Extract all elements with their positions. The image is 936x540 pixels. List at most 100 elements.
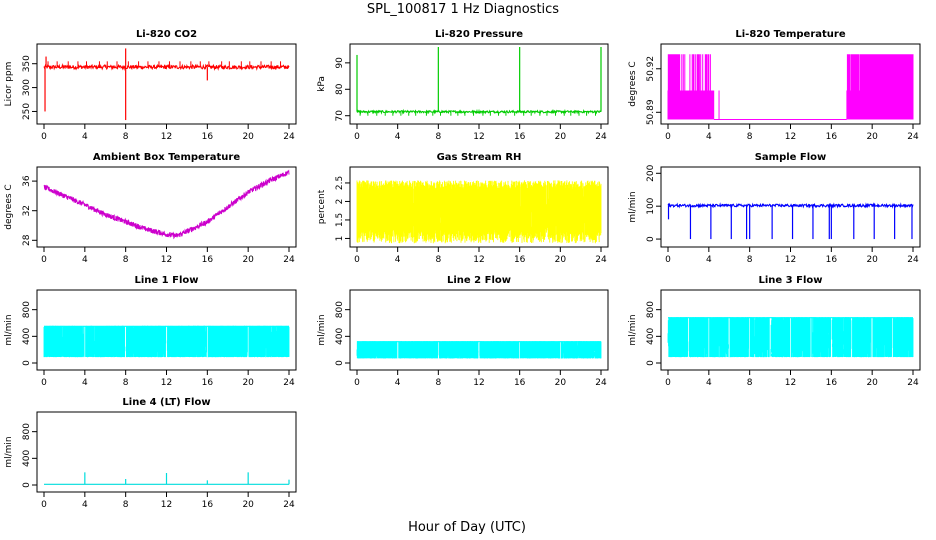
chart-title: Line 4 (LT) Flow	[122, 397, 210, 408]
x-tick-label: 16	[514, 132, 526, 142]
y-axis-label: ml/min	[628, 314, 638, 345]
x-tick-label: 4	[706, 255, 712, 265]
chart-title: Ambient Box Temperature	[93, 152, 240, 163]
x-tick-label: 0	[354, 255, 360, 265]
x-tick-label: 16	[202, 132, 214, 142]
figure-xlabel: Hour of Day (UTC)	[408, 520, 526, 535]
chart-panels: Li-820 CO2 0 4 8 12 16 20 24 250 300 350 Licor ppm L…	[4, 29, 921, 510]
y-tick-label: 32	[22, 205, 32, 216]
x-tick-label: 0	[41, 378, 47, 388]
x-tick-label: 0	[665, 255, 671, 265]
x-tick-label: 8	[435, 255, 441, 265]
chart-panel: Li-820 Temperature 0 4 8 12 16 20 24 50.89 50.92 d…	[628, 29, 921, 142]
chart-panel: Gas Stream RH 0 4 8 12 16 20 24 1 1.5 2 2.5 percent	[317, 152, 609, 265]
x-tick-label: 16	[826, 378, 838, 388]
chart-panel: Sample Flow 0 4 8 12 16 20 24 0 100 200 ml/min	[628, 152, 921, 265]
series-line	[356, 108, 602, 115]
y-tick-label: 250	[22, 103, 32, 120]
x-tick-label: 4	[82, 378, 88, 388]
y-tick-label: 50.92	[646, 56, 656, 82]
chart-panel: Line 4 (LT) Flow 0 4 8 12 16 20 24 0 400 800 ml/min	[4, 397, 297, 510]
y-tick-label: 350	[22, 55, 32, 72]
x-tick-label: 24	[595, 255, 607, 265]
y-tick-label: 0	[22, 482, 32, 488]
plot-frame	[36, 43, 297, 125]
x-tick-label: 12	[473, 132, 484, 142]
x-tick-label: 24	[283, 378, 295, 388]
x-tick-label: 16	[514, 378, 526, 388]
x-tick-label: 20	[242, 500, 254, 510]
x-tick-label: 4	[395, 132, 401, 142]
data-layer	[356, 341, 602, 359]
y-tick-label: 28	[22, 234, 32, 246]
y-tick-label: 400	[22, 327, 32, 344]
y-axis-label: ml/min	[4, 436, 14, 467]
x-tick-label: 16	[202, 378, 214, 388]
y-tick-label: 400	[335, 327, 345, 344]
x-tick-label: 12	[473, 378, 484, 388]
series-band	[356, 341, 602, 359]
series-band	[356, 180, 602, 244]
x-tick-label: 0	[41, 500, 47, 510]
data-layer	[667, 317, 914, 358]
y-tick-label: 1.5	[335, 213, 345, 227]
data-layer	[667, 202, 914, 240]
y-axis-label: ml/min	[317, 314, 327, 345]
chart-title: Li-820 CO2	[136, 29, 197, 40]
x-tick-label: 24	[595, 132, 607, 142]
chart-title: Li-820 Temperature	[735, 29, 845, 40]
x-tick-label: 4	[395, 378, 401, 388]
y-axis-label: Licor ppm	[4, 62, 14, 107]
x-tick-label: 12	[161, 500, 172, 510]
figure-title: SPL_100817 1 Hz Diagnostics	[367, 2, 559, 17]
chart-title: Li-820 Pressure	[435, 29, 523, 40]
y-tick-label: 200	[646, 164, 656, 181]
x-tick-label: 4	[82, 500, 88, 510]
chart-panel: Line 1 Flow 0 4 8 12 16 20 24 0 400 800 ml/min	[4, 275, 297, 388]
y-tick-label: 90	[335, 57, 345, 69]
x-tick-label: 20	[866, 378, 878, 388]
data-layer	[356, 180, 602, 244]
x-tick-label: 8	[435, 378, 441, 388]
chart-title: Sample Flow	[755, 152, 827, 163]
y-tick-label: 2.5	[335, 176, 345, 190]
x-tick-label: 8	[435, 132, 441, 142]
series-line	[43, 63, 290, 71]
x-tick-label: 8	[747, 378, 753, 388]
x-tick-label: 4	[706, 132, 712, 142]
chart-panel: Line 2 Flow 0 4 8 12 16 20 24 0 400 800 ml/min	[317, 275, 609, 388]
data-layer	[44, 472, 290, 485]
x-tick-label: 24	[907, 255, 919, 265]
x-tick-label: 8	[747, 132, 753, 142]
y-tick-label: 800	[646, 301, 656, 318]
chart-title: Gas Stream RH	[437, 152, 522, 163]
y-axis-label: ml/min	[628, 191, 638, 222]
y-tick-label: 50.89	[646, 99, 656, 125]
x-tick-label: 24	[907, 132, 919, 142]
y-tick-label: 300	[22, 79, 32, 96]
x-tick-label: 20	[242, 378, 254, 388]
x-tick-label: 0	[41, 132, 47, 142]
x-tick-label: 16	[202, 255, 214, 265]
x-tick-label: 24	[595, 378, 607, 388]
chart-title: Line 2 Flow	[447, 275, 511, 286]
x-tick-label: 16	[826, 132, 838, 142]
chart-panel: Li-820 Pressure 0 4 8 12 16 20 24 70 80 90 kPa	[317, 29, 609, 142]
y-tick-label: 1	[335, 236, 345, 242]
x-tick-label: 12	[785, 378, 796, 388]
x-tick-label: 20	[242, 255, 254, 265]
x-tick-label: 4	[82, 132, 88, 142]
series-line	[43, 169, 290, 240]
x-tick-label: 4	[82, 255, 88, 265]
data-layer	[43, 325, 290, 358]
data-layer	[356, 47, 602, 116]
data-layer	[43, 169, 290, 240]
x-tick-label: 0	[665, 132, 671, 142]
x-tick-label: 8	[123, 500, 129, 510]
x-tick-label: 24	[907, 378, 919, 388]
x-tick-label: 8	[123, 132, 129, 142]
x-tick-label: 20	[866, 132, 878, 142]
y-axis-label: kPa	[317, 76, 327, 92]
y-tick-label: 100	[646, 197, 656, 214]
y-axis-label: percent	[317, 189, 327, 224]
